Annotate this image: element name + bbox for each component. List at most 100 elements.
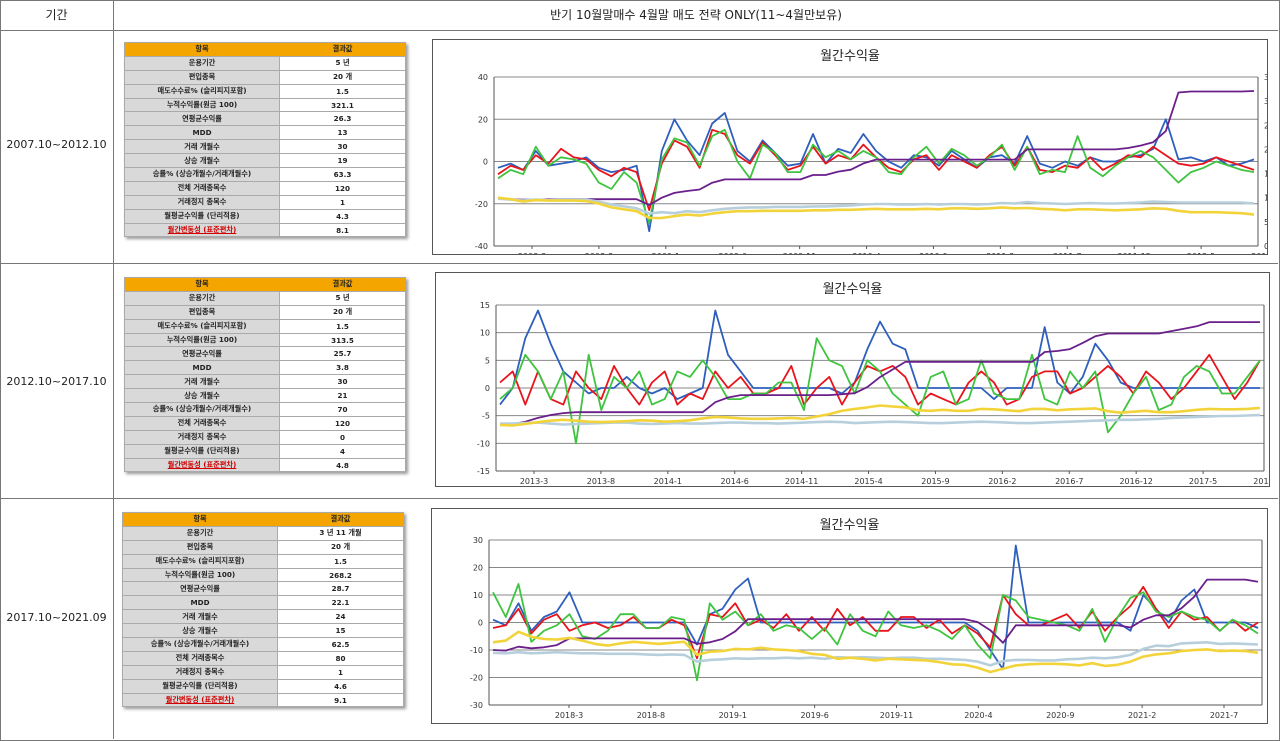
metric-row: 누적수익률(원금 100) 313.5 — [124, 332, 406, 348]
x-tick-label: 2021-2 — [1128, 711, 1156, 720]
metrics-header-row: 항목 결과값 — [124, 42, 406, 57]
metric-row: 누적수익률(원금 100) 268.2 — [122, 567, 404, 583]
metric-value: 24 — [277, 609, 404, 625]
metric-value: 5 년 — [279, 55, 406, 71]
metric-label: 승률% (상승개월수/거래개월수) — [122, 637, 278, 652]
x-tick-label: 2019-1 — [719, 711, 747, 720]
monthly-return-chart-box: 월간수익율 -40 -20 0 20 40 0 50 100 150 200 250 300 350 200… — [432, 39, 1268, 255]
metric-value: 120 — [279, 180, 406, 196]
metric-row: 매도수수료% (슬리피지포함) 1.5 — [124, 318, 406, 334]
series-line — [497, 90, 1255, 206]
y-left-tick-label: -40 — [475, 242, 488, 251]
metric-label: 운용기간 — [124, 290, 280, 306]
series-line — [499, 309, 1260, 406]
metric-row: 승률% (상승개월수/거래개월수) 63.3 — [124, 167, 406, 182]
x-tick-label: 2020-9 — [1046, 711, 1074, 720]
period-label: 2007.10~2012.10 — [6, 138, 107, 151]
metric-value: 28.7 — [277, 581, 404, 597]
y-left-tick-label: 10 — [480, 329, 490, 338]
metric-label: 승률% (상승개월수/거래개월수) — [124, 167, 280, 182]
y-left-tick-label: -5 — [482, 412, 490, 421]
metric-label-highlight: 월간변동성 (표준편차) — [122, 692, 278, 708]
series-line — [492, 630, 1259, 674]
x-tick-label: 2009-1 — [652, 252, 680, 254]
x-tick-label: 2016-2 — [988, 477, 1016, 486]
y-right-tick-label: 300 — [1264, 97, 1267, 106]
metric-row: MDD 13 — [124, 125, 406, 141]
x-tick-label: 2019-6 — [800, 711, 828, 720]
metric-value: 1 — [277, 664, 404, 680]
metric-row: 월간변동성 (표준편차) 4.8 — [124, 457, 406, 473]
y-left-tick-label: 40 — [478, 73, 488, 82]
x-tick-label: 2014-1 — [654, 477, 682, 486]
row-divider-1 — [0, 263, 1278, 264]
metrics-header-item: 항목 — [122, 512, 278, 527]
y-right-tick-label: 150 — [1264, 170, 1267, 179]
metric-row: 거래 개월수 30 — [124, 374, 406, 390]
metric-row: 연평균수익률 26.3 — [124, 111, 406, 127]
metric-value: 62.5 — [277, 637, 404, 652]
metric-value: 25.7 — [279, 346, 406, 362]
metric-row: 연평균수익률 25.7 — [124, 346, 406, 362]
x-tick-label: 2018-8 — [637, 711, 665, 720]
metric-row: 운용기간 5 년 — [124, 290, 406, 306]
metric-label: MDD — [124, 125, 280, 141]
metric-label: 전체 거래종목수 — [122, 650, 278, 666]
metric-value: 15 — [277, 623, 404, 639]
metric-value: 20 개 — [279, 69, 406, 85]
metric-label: MDD — [122, 595, 278, 611]
metric-value: 4.6 — [277, 678, 404, 694]
series-line — [492, 641, 1259, 667]
metric-label: 누적수익률(원금 100) — [124, 332, 280, 348]
metric-row: 월간변동성 (표준편차) 8.1 — [124, 222, 406, 238]
metric-value: 0 — [279, 429, 406, 445]
y-left-tick-label: -10 — [477, 439, 490, 448]
metric-row: 편입종목 20 개 — [122, 539, 404, 555]
series-line — [500, 413, 1261, 426]
metrics-header-row: 항목 결과값 — [122, 512, 404, 527]
x-tick-label: 2012-5 — [1187, 252, 1215, 254]
metrics-header-value: 결과값 — [279, 42, 406, 57]
metrics-header-item: 항목 — [124, 42, 280, 57]
monthly-return-chart: 월간수익율-15-10-5051015050100150200250300350… — [477, 282, 1269, 486]
metric-value: 5 년 — [279, 290, 406, 306]
metric-row: MDD 22.1 — [122, 595, 404, 611]
x-tick-label: 2014-6 — [721, 477, 749, 486]
metric-label: 월평균수익률 (단리적용) — [122, 678, 278, 694]
metric-label: 누적수익률(원금 100) — [124, 97, 280, 113]
metric-row: 매도수수료% (슬리피지포함) 1.5 — [122, 553, 404, 569]
x-tick-label: 2014-11 — [785, 477, 818, 486]
metric-row: 승률% (상승개월수/거래개월수) 62.5 — [122, 637, 404, 652]
metric-value: 13 — [279, 125, 406, 141]
metric-label: 상승 개월수 — [124, 153, 280, 169]
metric-label-highlight: 월간변동성 (표준편차) — [124, 457, 280, 473]
monthly-return-chart: 월간수익율-30-20-1001020300501001502002503002… — [470, 518, 1263, 720]
metric-label: 연평균수익률 — [124, 111, 280, 127]
metrics-table: 항목 결과값 운용기간 5 년 편입종목 20 개 매도수수료% (슬리피지포함) 1… — [124, 277, 406, 473]
metric-value: 8.1 — [279, 222, 406, 238]
series-line — [497, 196, 1255, 220]
metric-row: 거래정지 종목수 1 — [122, 664, 404, 680]
metric-value: 4 — [279, 443, 406, 459]
metric-label: 연평균수익률 — [122, 581, 278, 597]
y-right-tick-label: 250 — [1264, 121, 1267, 130]
metric-label: 운용기간 — [122, 525, 278, 541]
metric-label: 연평균수익률 — [124, 346, 280, 362]
metric-label: 편입종목 — [124, 69, 280, 85]
y-left-tick-label: -20 — [475, 200, 488, 209]
x-tick-label: 2015-9 — [921, 477, 949, 486]
x-tick-label: 2016-12 — [1119, 477, 1152, 486]
metric-label: 전체 거래종목수 — [124, 415, 280, 431]
x-tick-label: 2018-3 — [555, 711, 583, 720]
y-left-tick-label: 10 — [473, 591, 483, 600]
strategy-title: 반기 10월말매수 4월말 매도 전략 ONLY(11~4월만보유) — [550, 8, 842, 22]
metric-value: 3 년 11 개월 — [277, 525, 404, 541]
metric-label: 거래 개월수 — [124, 139, 280, 155]
metric-value: 120 — [279, 415, 406, 431]
metric-row: 거래정지 종목수 1 — [124, 194, 406, 210]
column-divider — [113, 0, 114, 739]
metric-value: 22.1 — [277, 595, 404, 611]
x-tick-label: 2008-8 — [585, 252, 613, 254]
metric-value: 70 — [279, 402, 406, 417]
x-tick-label: 2008-3 — [518, 252, 546, 254]
